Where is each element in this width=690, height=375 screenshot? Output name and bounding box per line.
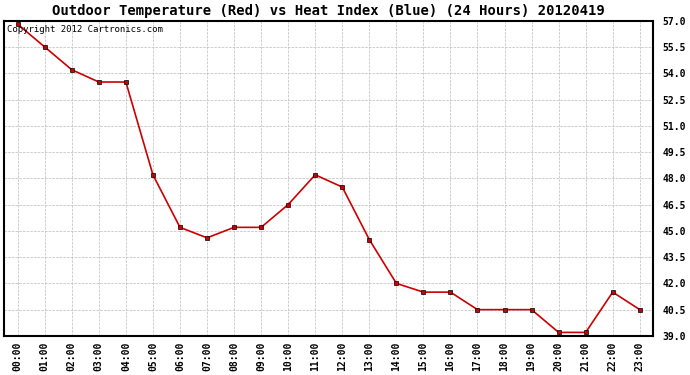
Title: Outdoor Temperature (Red) vs Heat Index (Blue) (24 Hours) 20120419: Outdoor Temperature (Red) vs Heat Index … [52,4,605,18]
Text: Copyright 2012 Cartronics.com: Copyright 2012 Cartronics.com [8,26,164,34]
